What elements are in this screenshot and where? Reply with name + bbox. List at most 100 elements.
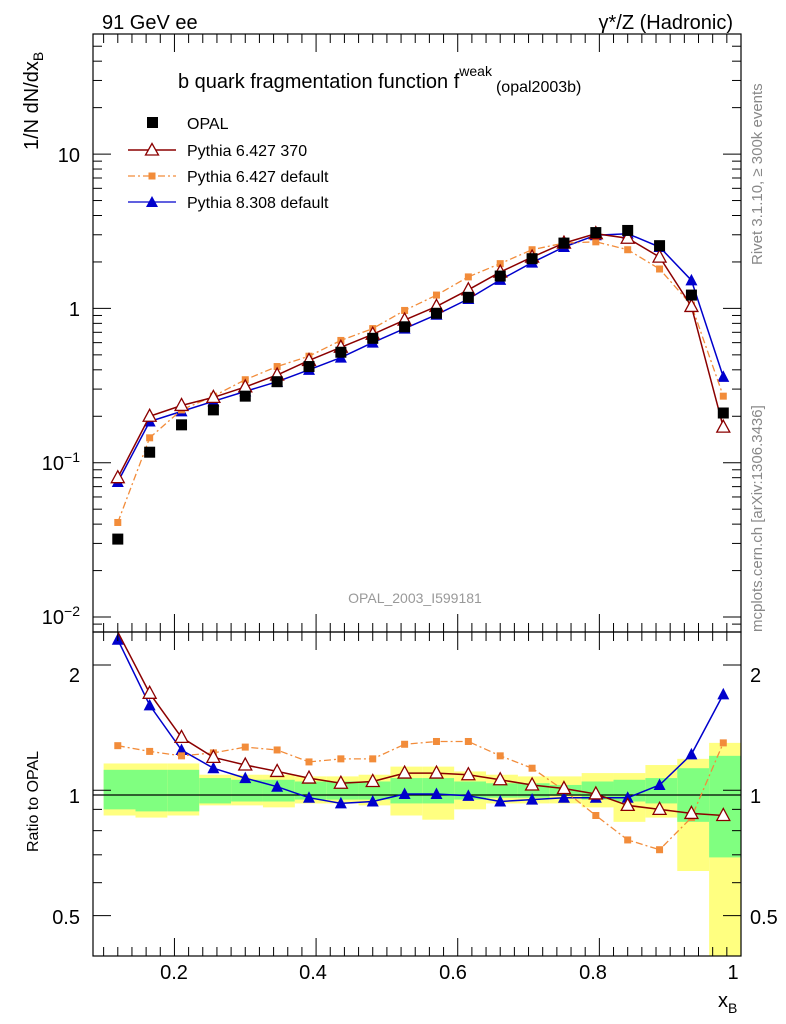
series-line-pythia-8-308-default <box>117 639 724 805</box>
xtick-label-1: 1 <box>727 962 738 984</box>
point-pythia-6-427-default-12 <box>496 260 504 268</box>
legend-marker-opal <box>147 117 158 128</box>
point-pythia-8-308-default-11 <box>462 789 475 801</box>
ratio-y-axis-title: Ratio to OPAL <box>25 751 42 852</box>
legend-marker-pythia6-default <box>148 172 156 180</box>
point-pythia-8-308-default-18 <box>685 273 698 286</box>
ratio-panel: 2 1 0.5 2 1 0.5 0.2 0.4 0.6 0.8 1 Ratio … <box>25 631 778 1016</box>
legend-label-pythia8-default: Pythia 8.308 default <box>187 195 329 212</box>
main-ytick-label-10: 10 <box>58 145 80 167</box>
legend-label-opal: OPAL <box>187 116 229 133</box>
point-pythia-8-308-default-2 <box>175 743 188 755</box>
point-pythia-6-427-370-2 <box>173 729 190 744</box>
header-right-label: γ*/Z (Hadronic) <box>599 12 733 34</box>
band-inner-16 <box>613 779 646 802</box>
point-pythia-8-308-default-13 <box>526 793 539 805</box>
point-opal-10 <box>430 307 442 319</box>
point-pythia-6-427-default-15 <box>592 811 600 819</box>
point-pythia-6-427-default-9 <box>401 306 409 314</box>
ratio-frame <box>92 631 742 957</box>
point-opal-15 <box>590 227 602 239</box>
point-pythia-6-427-default-19 <box>719 739 727 747</box>
point-pythia-8-308-default-3 <box>207 761 220 774</box>
point-opal-6 <box>303 361 315 373</box>
point-pythia-6-427-default-8 <box>369 755 377 763</box>
rivet-version-label: Rivet 3.1.10, ≥ 300k events <box>749 83 766 265</box>
point-opal-4 <box>239 390 251 402</box>
point-pythia-6-427-default-9 <box>401 740 409 748</box>
xtick-label-0.8: 0.8 <box>579 962 607 984</box>
ratio-ytick-label-2-right: 2 <box>750 665 761 687</box>
point-pythia-6-427-370-3 <box>205 748 221 763</box>
point-pythia-6-427-370-2 <box>173 397 190 412</box>
point-pythia-6-427-370-4 <box>237 756 253 771</box>
ratio-ytick-label-0.5-right: 0.5 <box>750 907 778 929</box>
point-pythia-8-308-default-7 <box>334 796 347 809</box>
x-axis-title: xB <box>718 990 737 1016</box>
point-opal-9 <box>399 321 411 333</box>
xtick-label-0.4: 0.4 <box>299 962 327 984</box>
band-inner-4 <box>231 779 263 802</box>
point-pythia-6-427-370-5 <box>269 763 285 778</box>
main-axis-ticks <box>93 33 742 633</box>
point-pythia-6-427-370-9 <box>397 764 413 779</box>
point-pythia-6-427-370-7 <box>333 774 349 789</box>
point-pythia-6-427-370-14 <box>556 780 572 795</box>
legend-label-pythia6-370: Pythia 6.427 370 <box>187 143 307 160</box>
point-pythia-6-427-default-11 <box>464 737 472 745</box>
point-pythia-6-427-370-10 <box>428 764 445 779</box>
point-opal-17 <box>654 240 666 252</box>
point-pythia-6-427-370-12 <box>492 771 508 786</box>
ratio-ytick-label-0.5-left: 0.5 <box>52 907 80 929</box>
point-pythia-6-427-370-17 <box>651 800 668 816</box>
point-pythia-6-427-default-10 <box>432 737 440 745</box>
point-opal-7 <box>335 346 347 358</box>
legend: OPAL Pythia 6.427 370 Pythia 6.427 defau… <box>128 116 329 212</box>
mcplots-label: mcplots.cern.ch [arXiv:1306.3436] <box>749 405 766 632</box>
point-pythia-8-308-default-6 <box>303 791 315 803</box>
point-opal-19 <box>717 407 729 419</box>
point-pythia-8-308-default-19 <box>717 687 730 700</box>
point-opal-16 <box>622 224 634 236</box>
point-pythia-8-308-default-14 <box>557 791 570 803</box>
point-pythia-6-427-370-1 <box>142 407 158 422</box>
point-pythia-6-427-370-16 <box>620 229 636 244</box>
point-opal-2 <box>176 419 188 431</box>
point-pythia-6-427-default-15 <box>592 238 600 246</box>
ratio-ytick-label-2-left: 2 <box>69 665 80 687</box>
plot-title: b quark fragmentation function fweak(opa… <box>178 63 581 96</box>
main-y-axis-title: 1/N dN/dxB <box>21 52 46 150</box>
band-inner-0 <box>103 769 136 810</box>
ratio-ytick-label-1-right: 1 <box>750 786 761 808</box>
point-pythia-6-427-370-1 <box>142 684 158 699</box>
point-pythia-8-308-default-9 <box>398 787 411 799</box>
point-opal-12 <box>494 270 506 282</box>
ratio-axis-ticks <box>93 632 742 957</box>
point-pythia-6-427-default-12 <box>496 752 504 760</box>
point-pythia-8-308-default-8 <box>366 794 379 807</box>
main-ytick-label-0.1: 10−1 <box>42 449 80 475</box>
point-pythia-6-427-370-6 <box>301 769 317 784</box>
point-opal-8 <box>367 332 379 344</box>
point-opal-1 <box>144 446 156 458</box>
xtick-label-0.6: 0.6 <box>439 962 467 984</box>
point-pythia-6-427-default-5 <box>273 363 281 371</box>
point-opal-11 <box>462 291 474 303</box>
point-pythia-8-308-default-10 <box>430 787 443 799</box>
point-pythia-8-308-default-4 <box>239 771 252 784</box>
point-pythia-6-427-370-18 <box>683 298 700 313</box>
main-ytick-label-1: 1 <box>69 299 80 321</box>
band-inner-19 <box>709 755 741 858</box>
point-pythia-6-427-370-3 <box>205 389 221 404</box>
point-pythia-6-427-default-1 <box>146 747 154 755</box>
point-pythia-6-427-370-18 <box>683 805 700 820</box>
series-line-pythia-6-427-370 <box>117 232 725 479</box>
main-ytick-label-0.01: 10−2 <box>42 603 80 629</box>
point-pythia-6-427-default-5 <box>273 746 281 754</box>
band-inner-2 <box>167 769 200 812</box>
point-pythia-6-427-default-7 <box>337 755 345 763</box>
point-pythia-6-427-default-2 <box>178 752 186 760</box>
ratio-ytick-label-1-left: 1 <box>69 786 80 808</box>
point-pythia-6-427-default-10 <box>432 291 440 299</box>
point-opal-5 <box>271 376 283 388</box>
